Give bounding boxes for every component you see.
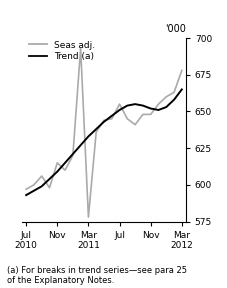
Seas adj. xyxy=(95,130,98,134)
Trend (a) xyxy=(79,143,82,147)
Trend (a) xyxy=(56,170,59,173)
Trend (a) xyxy=(25,193,27,197)
Seas adj. xyxy=(142,113,144,116)
Trend (a) xyxy=(87,135,90,138)
Line: Trend (a): Trend (a) xyxy=(26,90,182,195)
Seas adj. xyxy=(173,91,175,94)
Seas adj. xyxy=(48,186,51,190)
Trend (a) xyxy=(48,177,51,181)
Seas adj. xyxy=(79,47,82,50)
Trend (a) xyxy=(95,127,98,131)
Trend (a) xyxy=(72,152,74,156)
Seas adj. xyxy=(165,95,168,98)
Seas adj. xyxy=(72,154,74,157)
Trend (a) xyxy=(40,185,43,188)
Seas adj. xyxy=(134,123,136,126)
Seas adj. xyxy=(149,113,152,116)
Trend (a) xyxy=(126,104,129,107)
Trend (a) xyxy=(142,104,144,107)
Seas adj. xyxy=(103,119,105,122)
Trend (a) xyxy=(134,103,136,106)
Seas adj. xyxy=(180,69,183,72)
Seas adj. xyxy=(118,103,121,106)
Seas adj. xyxy=(56,161,59,164)
Seas adj. xyxy=(25,187,27,191)
Line: Seas adj.: Seas adj. xyxy=(26,48,182,217)
Seas adj. xyxy=(126,117,129,120)
Trend (a) xyxy=(103,120,105,124)
Seas adj. xyxy=(64,168,67,172)
Trend (a) xyxy=(180,88,183,91)
Text: (a) For breaks in trend series—see para 25
of the Explanatory Notes.: (a) For breaks in trend series—see para … xyxy=(7,266,187,285)
Trend (a) xyxy=(64,161,67,164)
Legend: Seas adj., Trend (a): Seas adj., Trend (a) xyxy=(27,39,97,63)
Seas adj. xyxy=(87,215,90,219)
Trend (a) xyxy=(165,105,168,109)
Seas adj. xyxy=(157,103,160,106)
Trend (a) xyxy=(32,189,35,192)
Trend (a) xyxy=(118,108,121,112)
Trend (a) xyxy=(173,98,175,101)
Seas adj. xyxy=(32,183,35,187)
Text: '000: '000 xyxy=(165,24,186,34)
Trend (a) xyxy=(149,107,152,110)
Seas adj. xyxy=(40,174,43,178)
Trend (a) xyxy=(110,114,113,118)
Trend (a) xyxy=(157,108,160,112)
Seas adj. xyxy=(110,117,113,120)
